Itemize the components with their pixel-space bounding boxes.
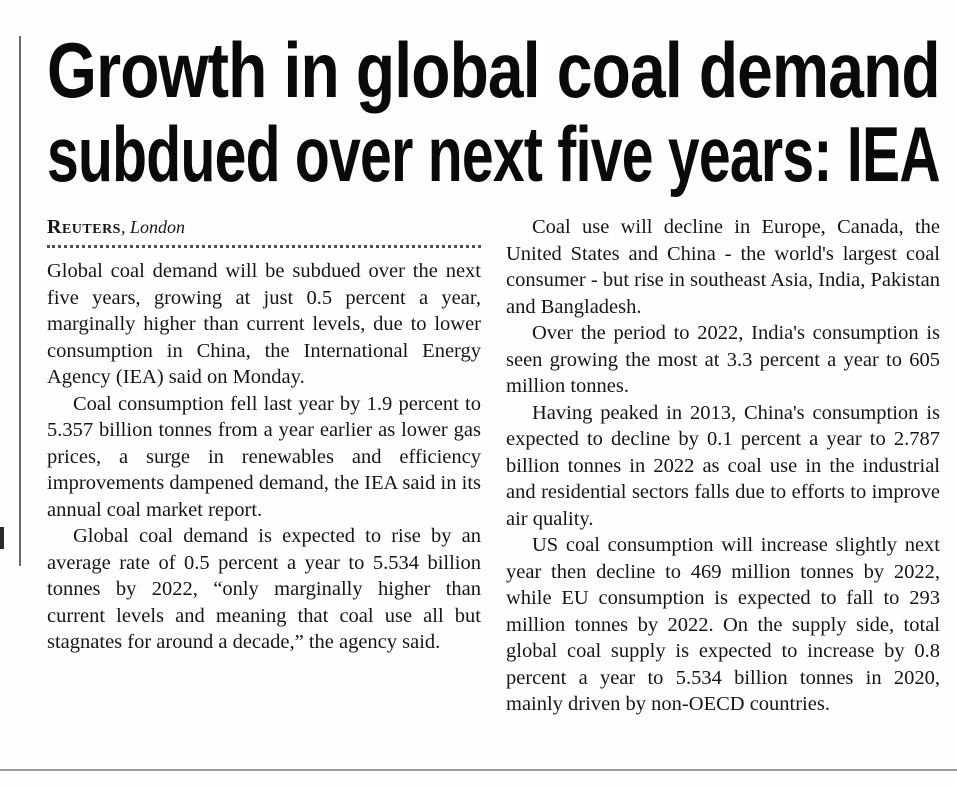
paragraph: Global coal demand will be subdued over … [47, 260, 481, 388]
headline-line-1: Growth in global coal demand [47, 26, 941, 114]
byline-source: Reuters [47, 216, 121, 238]
left-column-rule [19, 36, 21, 566]
byline: Reuters, London [47, 214, 481, 240]
headline-row-2: subdued over next five years: IEA [47, 110, 941, 198]
paragraph: US coal consumption will increase slight… [506, 534, 940, 715]
paragraph: Coal consumption fell last year by 1.9 p… [47, 392, 481, 521]
article-content: Growth in global coal demand subdued ove… [47, 26, 941, 718]
body-columns: Reuters, London Global coal demand will … [47, 214, 940, 718]
paragraph: Global coal demand is expected to rise b… [47, 525, 481, 653]
dotted-separator [47, 245, 481, 248]
byline-location: , London [120, 217, 185, 237]
paragraph: Coal use will decline in Europe, Canada,… [506, 216, 940, 318]
paragraph: Having peaked in 2013, China's consumpti… [506, 401, 940, 530]
right-column: Coal use will decline in Europe, Canada,… [506, 214, 940, 718]
headline-line-2: subdued over next five years: IEA [47, 110, 941, 198]
paragraph: Over the period to 2022, India's consump… [506, 322, 940, 397]
bottom-rule [0, 769, 957, 771]
headline-row-1: Growth in global coal demand [47, 26, 941, 114]
left-column: Reuters, London Global coal demand will … [47, 214, 481, 718]
headline: Growth in global coal demand subdued ove… [47, 26, 941, 198]
scan-artifact [0, 527, 4, 549]
